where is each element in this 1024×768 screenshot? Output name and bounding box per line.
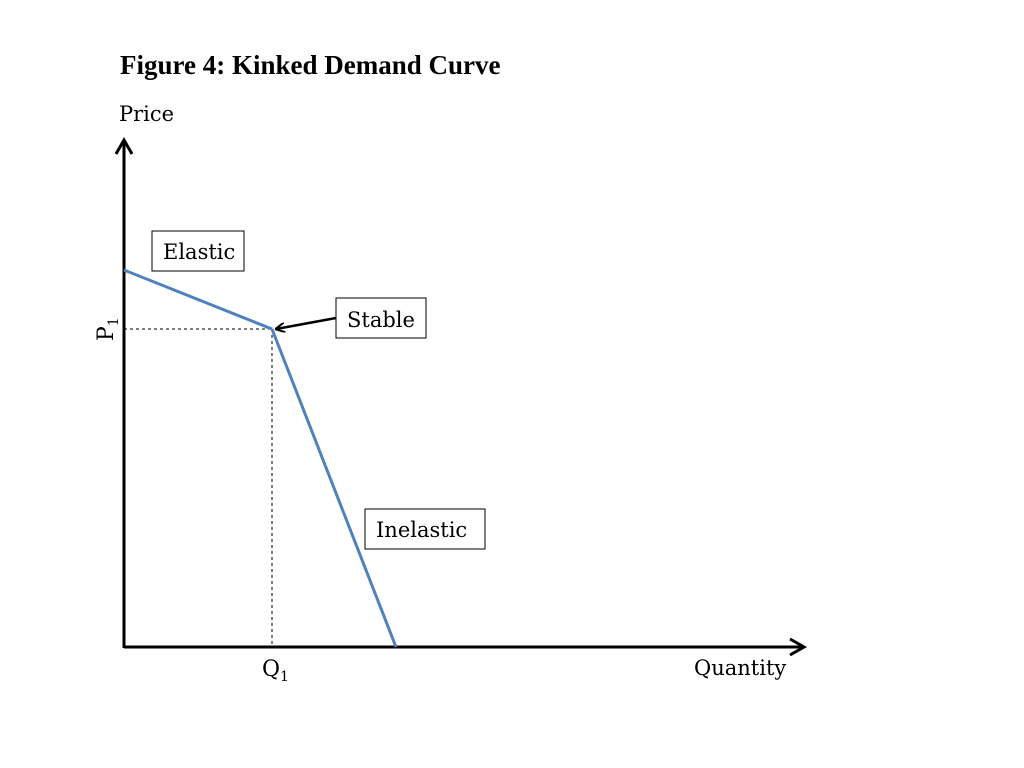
figure-title: Figure 4: Kinked Demand Curve [120, 50, 501, 80]
stable-pointer-arrow [276, 316, 337, 329]
price-marker-subscript: 1 [106, 317, 122, 326]
svg-text:P1: P1 [94, 317, 122, 341]
price-marker-p1: P1 [94, 317, 122, 341]
x-axis-arrowhead [789, 637, 808, 657]
y-axis-arrowhead [114, 136, 134, 155]
x-axis-label: Quantity [694, 656, 786, 680]
quantity-marker-q1: Q1 [262, 657, 289, 685]
quantity-marker-subscript: 1 [280, 669, 289, 685]
elastic-label-box: Elastic [151, 230, 245, 272]
inelastic-label-box: Inelastic [364, 508, 486, 550]
demand-curve-elastic-segment [123, 268, 273, 331]
inelastic-label: Inelastic [376, 518, 467, 542]
stable-label: Stable [347, 308, 415, 332]
y-axis-label: Price [119, 102, 174, 126]
demand-curve-inelastic-segment [270, 328, 398, 648]
price-marker-main: P [94, 326, 119, 341]
stable-label-box: Stable [335, 297, 427, 339]
elastic-label: Elastic [163, 240, 235, 264]
quantity-marker-main: Q [262, 657, 280, 682]
